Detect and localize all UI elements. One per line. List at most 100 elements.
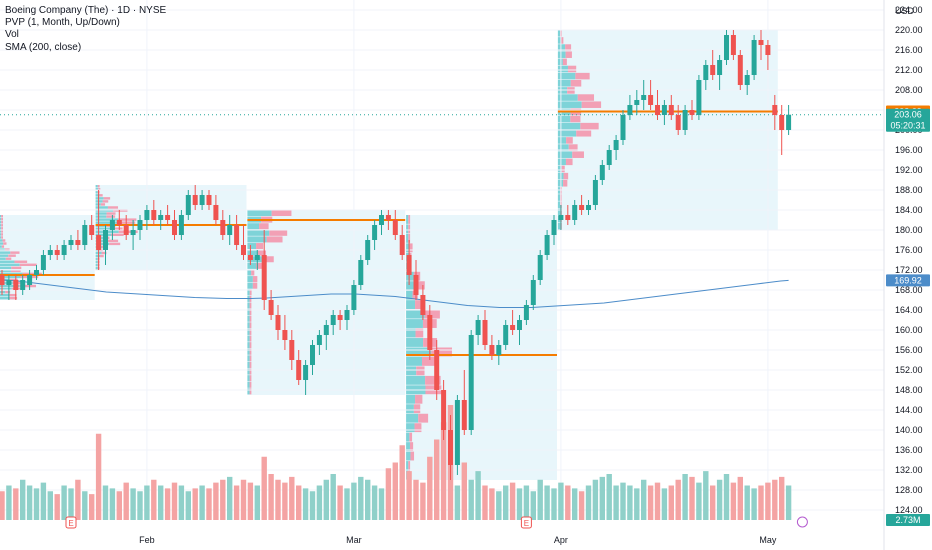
candle[interactable] (744, 70, 750, 95)
candle[interactable] (427, 305, 433, 360)
candle[interactable] (627, 95, 633, 120)
candle[interactable] (434, 340, 440, 400)
candle[interactable] (689, 100, 695, 120)
candle[interactable] (289, 330, 295, 370)
candle[interactable] (151, 200, 157, 225)
dividend-marker-icon[interactable] (796, 516, 808, 528)
candle[interactable] (475, 315, 481, 345)
candle[interactable] (510, 310, 516, 335)
candle[interactable] (668, 95, 674, 120)
candle[interactable] (786, 105, 792, 135)
candle[interactable] (316, 330, 322, 355)
candle[interactable] (385, 210, 391, 230)
candle[interactable] (165, 205, 171, 225)
last-price-tag[interactable] (886, 108, 930, 132)
candle[interactable] (724, 30, 729, 65)
candle[interactable] (420, 285, 426, 320)
candle[interactable] (68, 235, 74, 250)
candle[interactable] (579, 195, 585, 215)
candle[interactable] (27, 270, 33, 290)
candle[interactable] (199, 190, 205, 210)
candle[interactable] (758, 30, 764, 60)
candle[interactable] (75, 230, 81, 250)
candle[interactable] (779, 105, 785, 155)
candle[interactable] (82, 220, 88, 250)
candle[interactable] (468, 330, 474, 435)
candle[interactable] (765, 40, 771, 70)
candle[interactable] (358, 255, 364, 290)
candle[interactable] (530, 275, 536, 310)
candle[interactable] (130, 220, 136, 250)
candle[interactable] (655, 90, 660, 120)
candle[interactable] (461, 370, 467, 435)
candle[interactable] (441, 380, 447, 440)
candle[interactable] (172, 210, 177, 240)
candle[interactable] (517, 315, 522, 345)
symbol-title[interactable]: Boeing Company (The) · 1D · NYSE (5, 5, 167, 16)
candle[interactable] (454, 395, 460, 475)
candle[interactable] (54, 245, 60, 260)
candle[interactable] (392, 210, 398, 240)
candle[interactable] (137, 215, 143, 240)
candle[interactable] (682, 105, 688, 135)
candle[interactable] (372, 220, 378, 250)
candle[interactable] (123, 215, 129, 240)
candle[interactable] (606, 145, 612, 170)
candle[interactable] (96, 190, 102, 270)
candle[interactable] (648, 80, 654, 110)
candle[interactable] (47, 245, 53, 260)
candle[interactable] (399, 225, 405, 260)
volume-tag[interactable] (886, 514, 930, 526)
candle[interactable] (703, 60, 709, 90)
candle[interactable] (365, 235, 371, 265)
candle[interactable] (641, 80, 647, 110)
candle[interactable] (406, 240, 412, 285)
candle[interactable] (116, 210, 122, 230)
candle[interactable] (572, 200, 578, 225)
candle[interactable] (323, 320, 329, 350)
indicator-pvp-label[interactable]: PVP (1, Month, Up/Down) (5, 17, 120, 29)
earnings-marker-icon[interactable] (520, 516, 532, 529)
indicator-vol-label[interactable]: Vol (5, 29, 19, 41)
candle[interactable] (192, 185, 198, 210)
candle[interactable] (144, 205, 150, 230)
candle[interactable] (261, 230, 267, 310)
candle[interactable] (772, 95, 778, 130)
candle[interactable] (330, 310, 336, 335)
candle[interactable] (413, 260, 419, 300)
indicator-sma-label[interactable]: SMA (200, close) (5, 41, 82, 53)
candle[interactable] (241, 225, 246, 260)
candle[interactable] (178, 210, 184, 240)
candle[interactable] (675, 105, 681, 135)
candle[interactable] (565, 205, 571, 225)
candle[interactable] (234, 215, 240, 250)
candle[interactable] (20, 275, 26, 295)
candle[interactable] (34, 265, 39, 280)
candle[interactable] (220, 210, 226, 240)
candle[interactable] (634, 90, 640, 115)
candle[interactable] (448, 415, 453, 480)
candle[interactable] (551, 215, 557, 245)
candle[interactable] (599, 160, 605, 185)
candle[interactable] (282, 315, 288, 350)
candle[interactable] (61, 240, 67, 260)
candle[interactable] (592, 175, 598, 210)
candle[interactable] (379, 210, 384, 235)
candle[interactable] (206, 190, 212, 210)
candle[interactable] (227, 215, 233, 245)
candle[interactable] (310, 340, 315, 375)
candle[interactable] (503, 320, 509, 350)
candle[interactable] (213, 195, 219, 225)
candle[interactable] (351, 280, 357, 315)
candle[interactable] (337, 310, 343, 330)
candle[interactable] (0, 270, 5, 295)
candle[interactable] (696, 75, 702, 120)
time-axis[interactable]: FebMarAprMayJunJul (139, 535, 932, 545)
candle[interactable] (717, 55, 723, 90)
candle[interactable] (303, 360, 309, 395)
candle[interactable] (344, 305, 350, 330)
candle[interactable] (737, 50, 743, 90)
candle[interactable] (613, 135, 619, 160)
candle[interactable] (89, 215, 95, 240)
